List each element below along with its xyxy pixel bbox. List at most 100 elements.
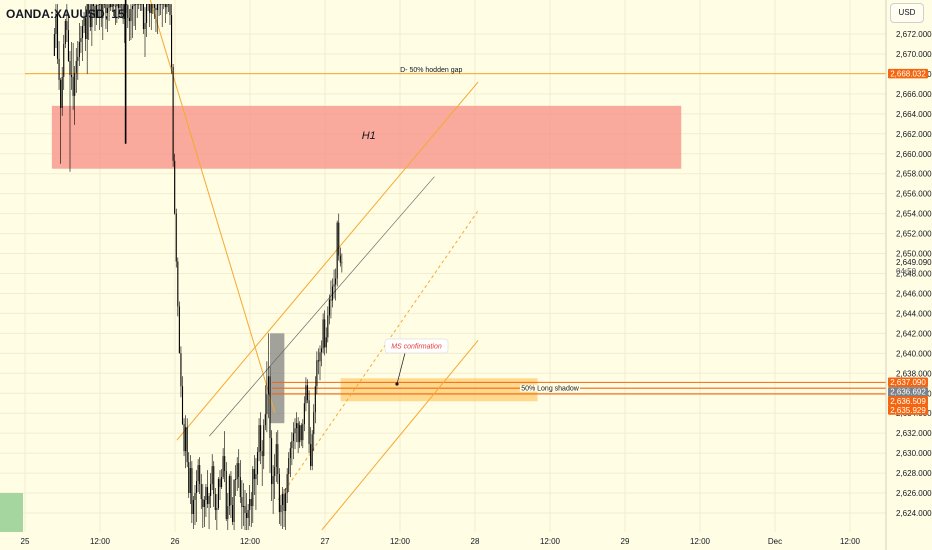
candle-body[interactable] xyxy=(327,315,329,338)
candle-body[interactable] xyxy=(152,4,154,5)
candle-body[interactable] xyxy=(171,15,173,67)
candle-body[interactable] xyxy=(161,4,163,5)
candle-body[interactable] xyxy=(289,448,291,459)
candle-body[interactable] xyxy=(303,403,305,425)
candle-body[interactable] xyxy=(56,14,59,59)
candle-body[interactable] xyxy=(106,8,109,14)
candle-body[interactable] xyxy=(200,484,202,500)
candle-body[interactable] xyxy=(139,4,141,5)
candle-body[interactable] xyxy=(138,4,140,5)
candle-body[interactable] xyxy=(100,4,102,19)
candle-body[interactable] xyxy=(319,352,321,362)
candle-body[interactable] xyxy=(105,4,107,14)
h1-zone[interactable] xyxy=(51,105,682,169)
candle-body[interactable] xyxy=(277,444,279,475)
candle-body[interactable] xyxy=(213,466,215,495)
candle-body[interactable] xyxy=(330,299,332,301)
candle-body[interactable] xyxy=(271,438,273,485)
candle-body[interactable] xyxy=(328,299,330,316)
candle-body[interactable] xyxy=(135,4,137,5)
candle-body[interactable] xyxy=(322,319,324,349)
candle-body[interactable] xyxy=(172,66,174,161)
candle-body[interactable] xyxy=(164,4,166,8)
candle-body[interactable] xyxy=(281,494,284,506)
candle-body[interactable] xyxy=(113,4,115,7)
candle-body[interactable] xyxy=(58,58,60,80)
candle-body[interactable] xyxy=(167,4,169,5)
candle-body[interactable] xyxy=(325,337,327,348)
candle-body[interactable] xyxy=(156,4,159,11)
candle-body[interactable] xyxy=(339,255,341,263)
candle-body[interactable] xyxy=(233,480,235,522)
channel-mid-line[interactable] xyxy=(209,176,435,437)
candle-body[interactable] xyxy=(155,8,157,11)
candle-body[interactable] xyxy=(210,484,212,497)
long-shadow-label[interactable]: 50% Long shadow xyxy=(521,386,580,393)
candle-body[interactable] xyxy=(150,4,152,14)
candle-body[interactable] xyxy=(191,468,193,514)
candle-body[interactable] xyxy=(224,456,226,472)
candle-body[interactable] xyxy=(317,360,319,362)
candle-body[interactable] xyxy=(99,4,101,6)
candle-body[interactable] xyxy=(297,423,299,443)
candle-body[interactable] xyxy=(196,481,198,494)
candle-body[interactable] xyxy=(166,4,168,8)
candle-body[interactable] xyxy=(83,18,85,27)
candle-body[interactable] xyxy=(252,469,254,507)
candle-body[interactable] xyxy=(180,353,182,387)
candle-body[interactable] xyxy=(119,4,121,9)
candle-body[interactable] xyxy=(158,4,160,5)
candle-body[interactable] xyxy=(230,476,232,506)
h1-label[interactable]: H1 xyxy=(362,130,376,142)
candle-body[interactable] xyxy=(227,506,229,519)
candle-body[interactable] xyxy=(80,37,82,42)
candle-body[interactable] xyxy=(335,278,337,285)
candle-body[interactable] xyxy=(264,414,266,426)
candle-body[interactable] xyxy=(85,18,87,39)
candle-body[interactable] xyxy=(244,506,246,513)
diagonal-trend-line[interactable] xyxy=(149,0,276,414)
candle-body[interactable] xyxy=(253,469,255,480)
candle-body[interactable] xyxy=(321,348,323,353)
highlighted-candle-box[interactable] xyxy=(270,333,285,424)
candle-body[interactable] xyxy=(294,428,296,434)
candle-body[interactable] xyxy=(71,74,73,77)
candle-body[interactable] xyxy=(208,496,210,505)
hidden-gap-label[interactable]: D- 50% hodden gap xyxy=(400,67,462,74)
candle-body[interactable] xyxy=(136,4,138,5)
candle-body[interactable] xyxy=(122,4,124,20)
candle-body[interactable] xyxy=(169,4,171,16)
candle-body[interactable] xyxy=(130,9,132,22)
candle-body[interactable] xyxy=(60,79,62,108)
candle-body[interactable] xyxy=(149,4,151,14)
candle-body[interactable] xyxy=(302,424,304,441)
candle-body[interactable] xyxy=(108,4,110,9)
candle-body[interactable] xyxy=(64,21,66,44)
candle-body[interactable] xyxy=(216,508,218,511)
candle-body[interactable] xyxy=(247,510,249,518)
candle-body[interactable] xyxy=(202,499,204,508)
candle-body[interactable] xyxy=(267,376,269,395)
price-label[interactable]: 2,635.929 xyxy=(890,406,926,415)
candle-body[interactable] xyxy=(231,505,234,522)
candle-body[interactable] xyxy=(311,434,313,467)
candle-body[interactable] xyxy=(185,427,187,452)
channel-upper-line[interactable] xyxy=(176,81,479,441)
candle-body[interactable] xyxy=(324,319,326,348)
candle-body[interactable] xyxy=(66,21,68,31)
candle-body[interactable] xyxy=(114,6,116,7)
candle-body[interactable] xyxy=(153,4,155,9)
candle-body[interactable] xyxy=(94,6,96,19)
candle-body[interactable] xyxy=(308,400,310,445)
candle-body[interactable] xyxy=(183,424,185,452)
candle-body[interactable] xyxy=(283,494,285,512)
candle-body[interactable] xyxy=(222,456,224,478)
candle-body[interactable] xyxy=(306,385,309,401)
candle-body[interactable] xyxy=(331,286,334,301)
candle-body[interactable] xyxy=(86,4,88,39)
candle-body[interactable] xyxy=(110,4,112,8)
candle-body[interactable] xyxy=(133,4,135,7)
candle-body[interactable] xyxy=(242,506,244,508)
candle-body[interactable] xyxy=(250,499,252,507)
candle-body[interactable] xyxy=(194,493,196,501)
